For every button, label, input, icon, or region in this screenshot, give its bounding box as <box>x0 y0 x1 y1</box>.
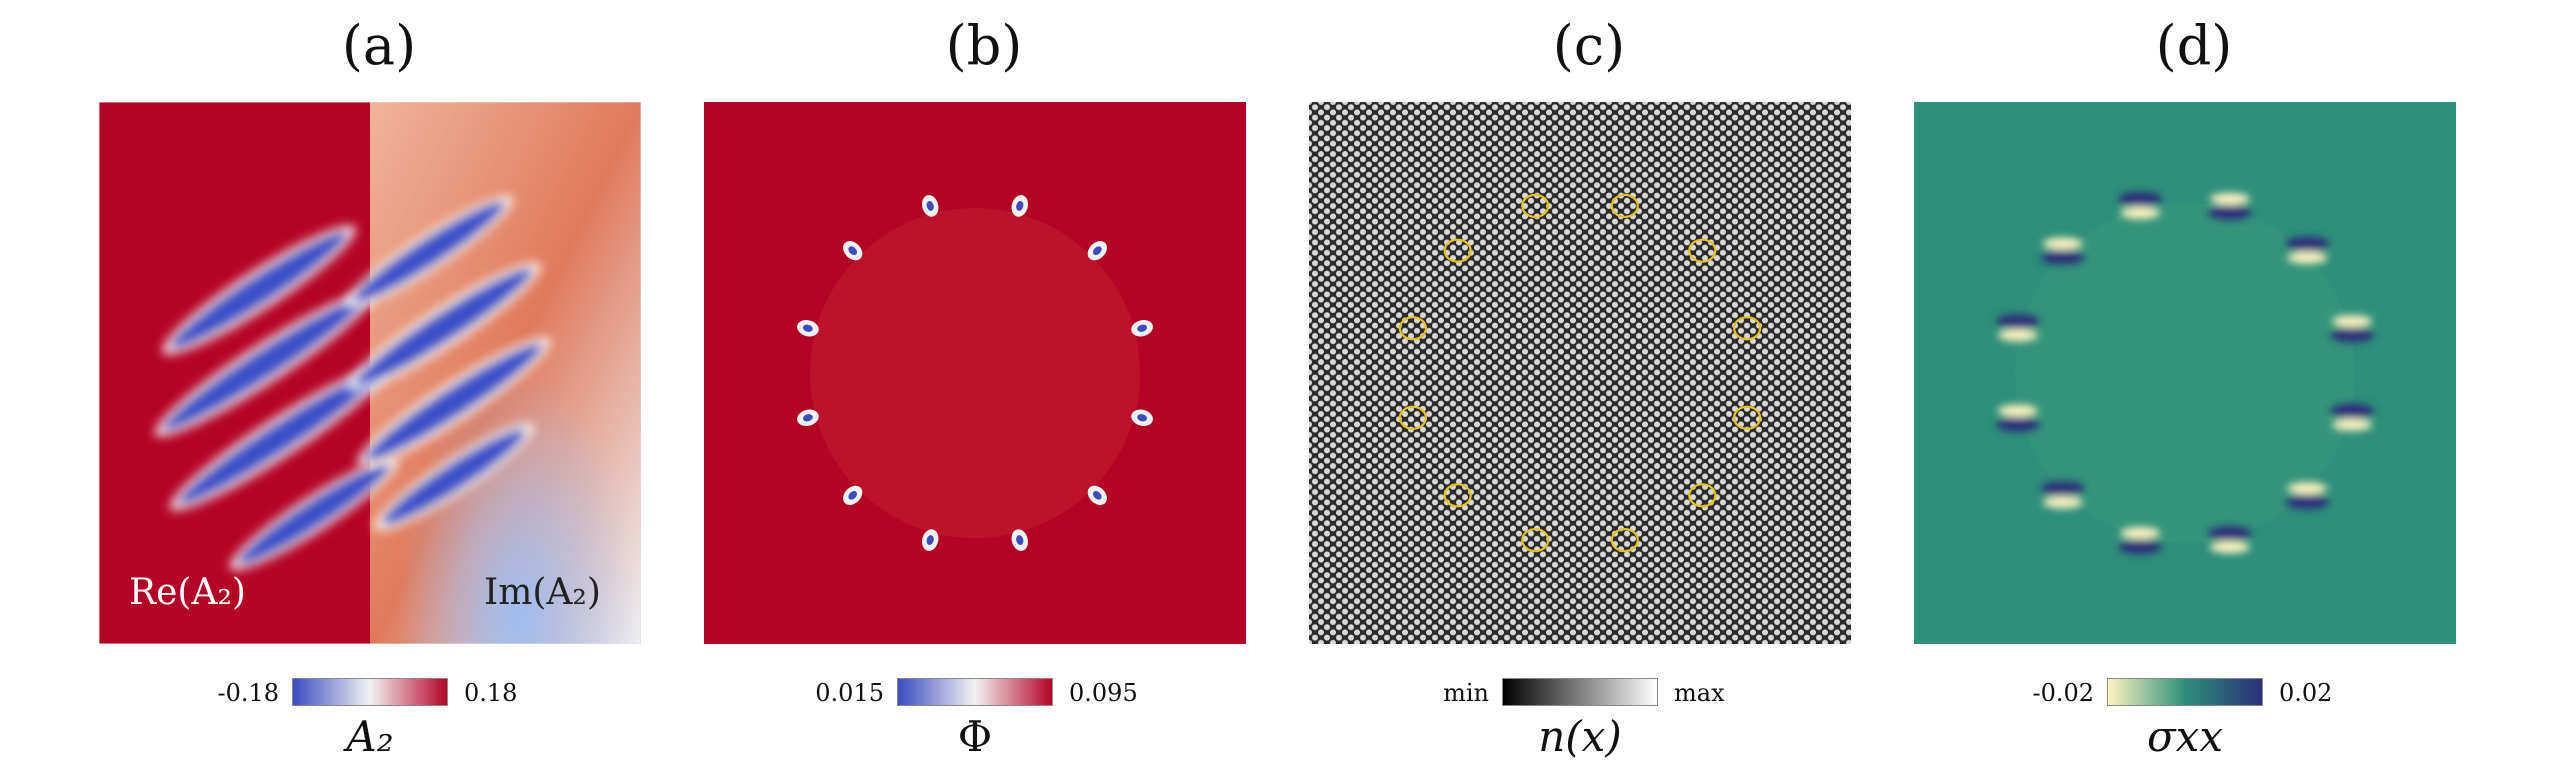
colorbar-c-label: n(x) <box>1538 712 1622 761</box>
stress-lobe-positive <box>2207 526 2252 541</box>
defect-core <box>1093 246 1102 255</box>
colorbar-b: 0.015 0.095 <box>704 678 1246 708</box>
field-c-svg <box>1309 102 1851 644</box>
stress-lobe-negative <box>1997 329 2038 342</box>
defect-outline <box>1610 193 1639 218</box>
defect-core <box>848 246 857 255</box>
colorbar-d-min: -0.02 <box>2032 679 2094 707</box>
stress-lobe-negative <box>1997 404 2038 417</box>
stress-lobe-positive <box>2040 250 2085 265</box>
stress-lobe-negative <box>2332 315 2373 328</box>
defect-core <box>1093 491 1102 500</box>
stripes-re <box>154 225 399 571</box>
stress-lobe-positive <box>2118 540 2163 555</box>
colorbar-a-gradient <box>292 678 448 706</box>
stress-lobe-positive <box>2285 495 2330 510</box>
panel-title-b: (b) <box>945 14 1023 77</box>
defect-outline <box>1443 483 1472 508</box>
stress-lobe-positive <box>2118 191 2163 206</box>
stress-lobe-positive <box>1995 417 2040 432</box>
colorbar-c-max: max <box>1674 679 1725 707</box>
stress-lobe-negative <box>2042 237 2083 250</box>
stress-lobe-negative <box>2287 482 2328 495</box>
stress-lobe-positive <box>2330 403 2375 418</box>
stress-lobe-negative <box>2209 541 2250 554</box>
panel-b: (b) 0.015 0.095 Φ <box>704 0 1264 781</box>
stress-lobe-negative <box>2042 496 2083 509</box>
defect-core <box>926 200 934 211</box>
stress-lobe-positive <box>2040 481 2085 496</box>
colorbar-b-min: 0.015 <box>815 679 884 707</box>
stress-lobe-positive <box>2285 236 2330 251</box>
colorbar-b-gradient <box>897 678 1053 706</box>
defect-outline <box>1733 405 1762 430</box>
panel-title-a: (a) <box>341 14 417 77</box>
colorbar-a-max: 0.18 <box>464 679 518 707</box>
plot-d-stress <box>1914 102 2456 644</box>
defect-core <box>802 324 813 332</box>
stress-lobe-negative <box>2332 418 2373 431</box>
colorbar-d-max: 0.02 <box>2279 679 2333 707</box>
defect-outline <box>1688 238 1717 263</box>
defect-core <box>1016 535 1024 546</box>
panel-d: (d) -0.02 0.02 σxx <box>1914 0 2474 781</box>
defect-core <box>1016 200 1024 211</box>
defect-outline <box>1398 405 1427 430</box>
colorbar-c-gradient <box>1502 678 1658 706</box>
colorbar-c: min max <box>1309 678 1851 708</box>
stress-lobe-negative <box>2287 251 2328 264</box>
defect-outline <box>1521 193 1550 218</box>
defect-outline <box>1398 316 1427 341</box>
defect-core <box>848 491 857 500</box>
stress-dipoles <box>1995 191 2375 555</box>
defect-outline <box>1521 528 1550 553</box>
defect-outline <box>1688 483 1717 508</box>
plot-a-field: Re(A₂) Im(A₂) <box>99 102 641 644</box>
stress-lobe-positive <box>2207 205 2252 220</box>
stress-lobe-positive <box>2330 328 2375 343</box>
plot-c-density <box>1309 102 1851 644</box>
colorbar-d-label: σxx <box>2146 712 2224 761</box>
defect-core <box>926 535 934 546</box>
defect-core <box>1137 324 1148 332</box>
plot-b-field <box>704 102 1246 644</box>
stripes-im <box>344 195 552 531</box>
field-b-svg <box>704 102 1246 644</box>
panel-c: (c) min max n(x) <box>1309 0 1869 781</box>
panel-title-c: (c) <box>1552 14 1626 77</box>
colorbar-a-label: A₂ <box>346 712 394 761</box>
colorbar-a: -0.18 0.18 <box>99 678 641 708</box>
panel-title-d: (d) <box>2155 14 2233 77</box>
field-a-svg <box>99 102 641 644</box>
colorbar-b-label: Φ <box>957 712 993 761</box>
colorbar-d: -0.02 0.02 <box>1914 678 2456 708</box>
defect-outline <box>1443 238 1472 263</box>
field-d-svg <box>1914 102 2456 644</box>
defect-core <box>1137 414 1148 422</box>
colorbar-b-max: 0.095 <box>1069 679 1138 707</box>
defect-outline <box>1610 528 1639 553</box>
stress-lobe-positive <box>1995 314 2040 329</box>
label-im-a2: Im(A₂) <box>484 572 601 613</box>
colorbar-c-min: min <box>1443 679 1489 707</box>
colorbar-d-gradient <box>2107 678 2263 706</box>
label-re-a2: Re(A₂) <box>129 572 246 613</box>
defect-outline <box>1733 316 1762 341</box>
stress-lobe-negative <box>2120 527 2161 540</box>
stress-lobe-negative <box>2120 206 2161 219</box>
defect-core <box>802 414 813 422</box>
panel-a: (a) <box>99 0 659 781</box>
stress-lobe-negative <box>2209 192 2250 205</box>
colorbar-a-min: -0.18 <box>217 679 279 707</box>
